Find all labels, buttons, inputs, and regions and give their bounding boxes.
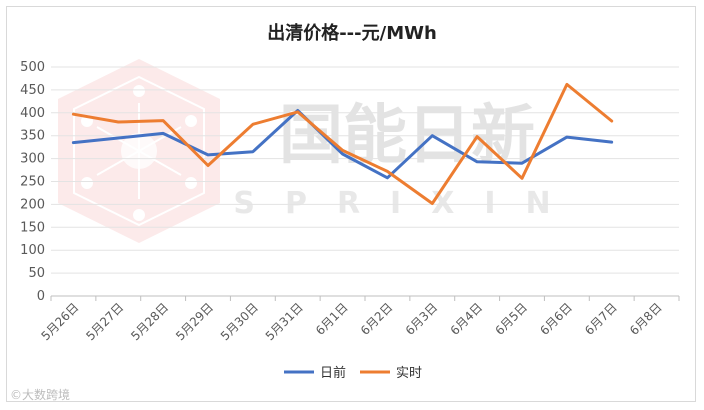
legend-label-day-ahead: 日前 bbox=[320, 365, 346, 381]
y-tick-label: 300 bbox=[20, 152, 45, 167]
hexagon-network-logo-icon bbox=[58, 59, 220, 243]
x-tick-label: 5月27日 bbox=[83, 300, 126, 343]
x-tick-label: 6月3日 bbox=[403, 300, 441, 338]
chart-title: 出清价格---元/MWh bbox=[267, 22, 437, 44]
y-tick-label: 450 bbox=[20, 83, 45, 98]
x-tick-label: 5月30日 bbox=[218, 300, 261, 343]
x-tick-label: 6月4日 bbox=[448, 300, 486, 338]
watermark-brand-en: SPRIXIN bbox=[233, 186, 580, 221]
x-tick-label: 5月28日 bbox=[128, 300, 171, 343]
x-tick-label: 5月26日 bbox=[38, 300, 81, 343]
source-watermark: ©大数跨境 bbox=[10, 388, 71, 402]
watermark: 国能日新 SPRIXIN bbox=[58, 59, 580, 243]
y-tick-label: 150 bbox=[20, 220, 45, 235]
x-tick-label: 6月6日 bbox=[537, 300, 575, 338]
y-tick-label: 500 bbox=[20, 60, 45, 75]
x-tick-label: 6月7日 bbox=[582, 300, 620, 338]
series-line-day-ahead bbox=[71, 109, 614, 180]
x-tick-label: 6月2日 bbox=[358, 300, 396, 338]
legend-label-real-time: 实时 bbox=[396, 366, 422, 381]
y-tick-label: 400 bbox=[20, 106, 45, 121]
chart-container: 国能日新 SPRIXIN 出清价格---元/MWh 0 50 100 150 200 25… bbox=[6, 6, 696, 402]
x-axis: 5月26日 5月27日 5月28日 5月29日 5月30日 5月31日 6月1日 6月2日 6月… bbox=[38, 296, 680, 343]
y-tick-label: 0 bbox=[37, 289, 45, 304]
y-tick-label: 100 bbox=[20, 243, 45, 258]
y-tick-label: 250 bbox=[20, 175, 45, 190]
legend-item-day-ahead: 日前 bbox=[284, 365, 346, 381]
legend: 日前 实时 bbox=[284, 365, 422, 381]
x-tick-label: 5月29日 bbox=[173, 300, 216, 343]
legend-item-real-time: 实时 bbox=[360, 366, 422, 381]
y-tick-label: 200 bbox=[20, 197, 45, 212]
x-tick-label: 6月1日 bbox=[313, 300, 351, 338]
y-tick-label: 350 bbox=[20, 129, 45, 144]
x-tick-label: 6月5日 bbox=[492, 300, 530, 338]
line-chart: 国能日新 SPRIXIN 出清价格---元/MWh 0 50 100 150 200 25… bbox=[20, 22, 680, 381]
series-line-real-time bbox=[71, 82, 614, 205]
y-tick-label: 50 bbox=[28, 266, 45, 281]
x-tick-label: 5月31日 bbox=[263, 300, 306, 343]
y-axis: 0 50 100 150 200 250 300 350 400 450 500 bbox=[20, 60, 45, 304]
series-lines bbox=[71, 82, 614, 205]
x-tick-label: 6月8日 bbox=[627, 300, 665, 338]
